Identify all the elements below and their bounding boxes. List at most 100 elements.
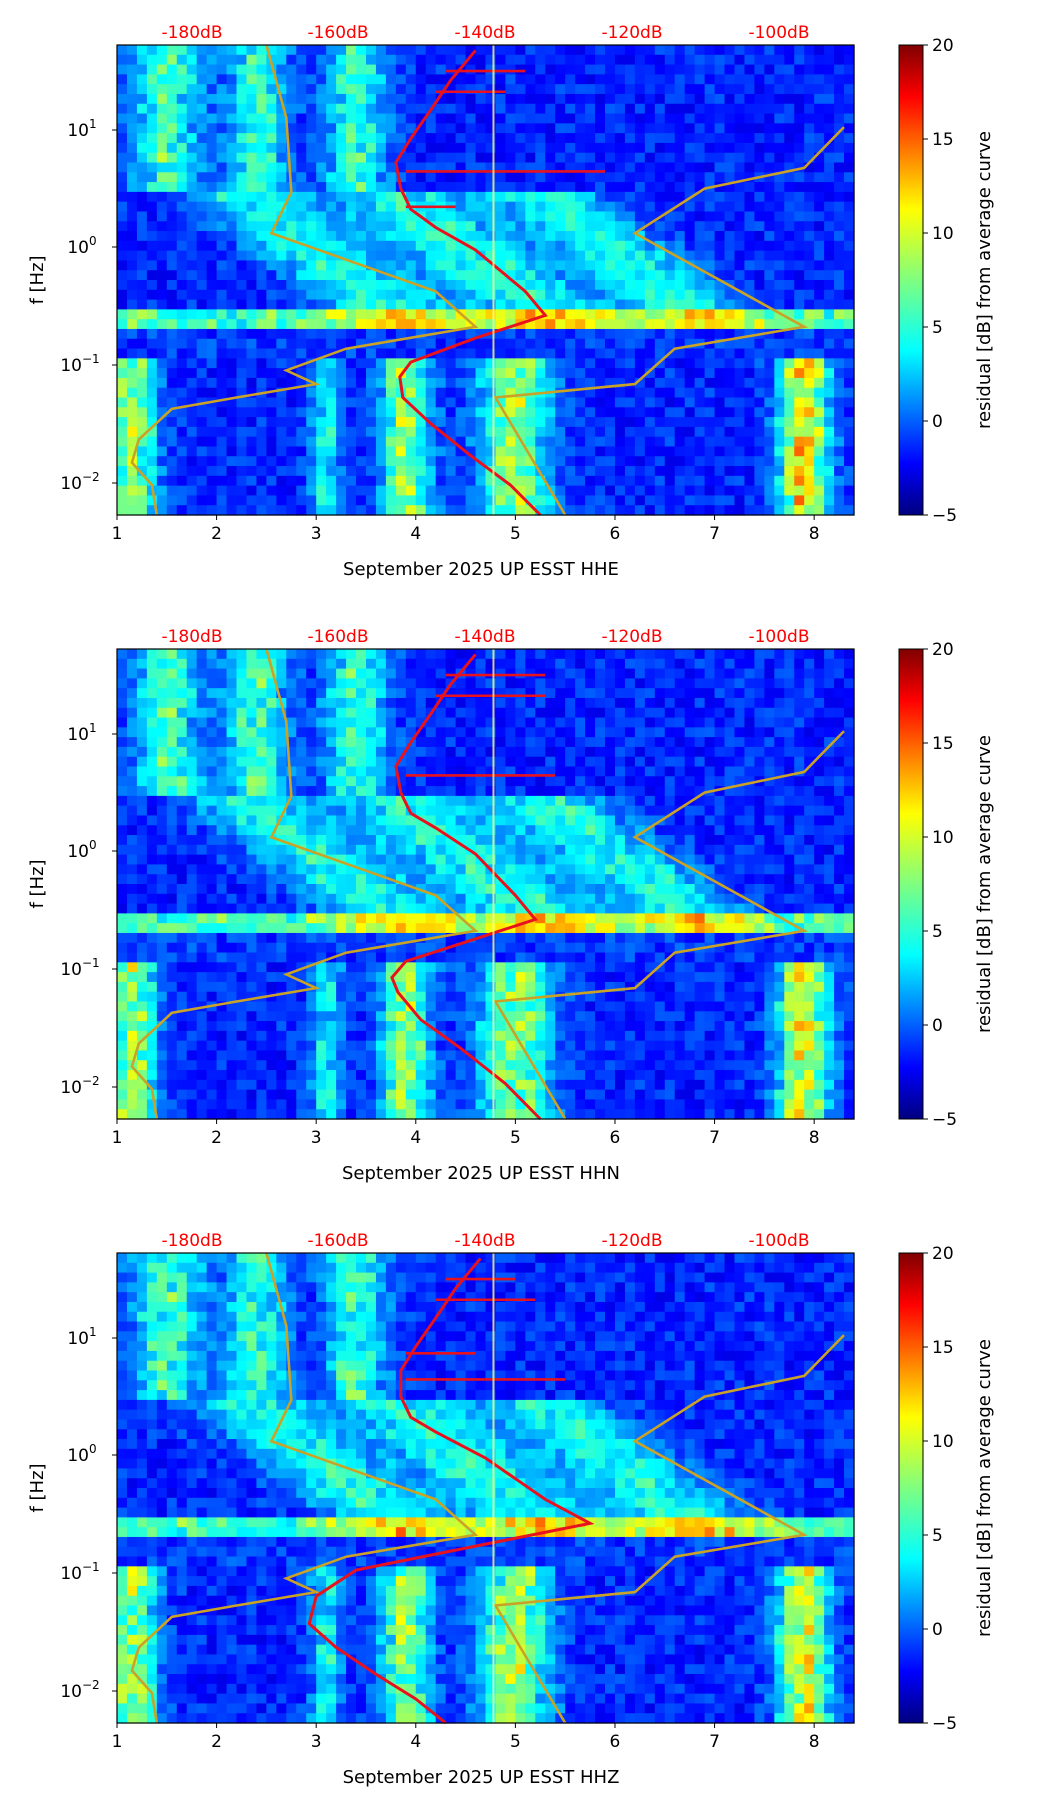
heatmap-cell: [246, 436, 258, 448]
heatmap-cell: [365, 260, 377, 271]
heatmap-cell: [336, 368, 347, 379]
heatmap-cell: [216, 756, 228, 768]
heatmap-cell: [296, 903, 307, 914]
heatmap-cell: [156, 952, 168, 963]
heatmap-cell: [286, 942, 297, 954]
heatmap-cell: [555, 152, 566, 164]
heatmap-cell: [425, 505, 437, 516]
heatmap-cell: [256, 446, 267, 457]
heatmap-cell: [814, 103, 825, 115]
heatmap-cell: [256, 874, 267, 885]
heatmap-cell: [296, 854, 307, 866]
heatmap-cell: [595, 426, 606, 438]
heatmap-cell: [306, 338, 317, 350]
heatmap-cell: [724, 299, 736, 310]
heatmap-cell: [744, 103, 756, 115]
heatmap-cell: [316, 962, 327, 973]
heatmap-cell: [226, 835, 238, 846]
heatmap-cell: [306, 289, 317, 301]
heatmap-cell: [754, 407, 765, 418]
heatmap-cell: [176, 309, 188, 320]
heatmap-cell: [336, 74, 347, 85]
heatmap-cell: [226, 688, 238, 699]
heatmap-cell: [206, 466, 218, 477]
heatmap-cell: [356, 348, 367, 359]
heatmap-cell: [176, 270, 188, 281]
heatmap-cell: [535, 113, 546, 124]
heatmap-cell: [176, 815, 188, 826]
heatmap-cell: [126, 795, 138, 807]
heatmap-cell: [336, 309, 347, 320]
heatmap-cell: [146, 133, 158, 144]
heatmap-cell: [186, 123, 198, 134]
heatmap-cell: [226, 1050, 238, 1061]
heatmap-cell: [326, 152, 337, 164]
heatmap-cell: [794, 299, 805, 310]
heatmap-cell: [475, 74, 487, 85]
heatmap-cell: [385, 113, 397, 124]
heatmap-cell: [346, 1030, 357, 1042]
heatmap-cell: [196, 786, 208, 797]
heatmap-cell: [684, 142, 696, 154]
heatmap-cell: [316, 952, 327, 963]
heatmap-cell: [316, 884, 327, 895]
heatmap-cell: [515, 231, 526, 242]
heatmap-cell: [794, 113, 805, 124]
heatmap-cell: [435, 309, 447, 320]
heatmap-cell: [266, 952, 277, 963]
heatmap-cell: [774, 407, 785, 418]
heatmap-cell: [156, 240, 168, 252]
heatmap-cell: [276, 54, 287, 66]
heatmap-cell: [375, 795, 387, 807]
heatmap-cell: [176, 913, 188, 924]
heatmap-cell: [605, 466, 616, 477]
heatmap-cell: [385, 835, 397, 846]
heatmap-cell: [186, 697, 198, 709]
heatmap-cell: [296, 466, 307, 477]
heatmap-cell: [834, 231, 845, 242]
heatmap-cell: [166, 678, 178, 689]
heatmap-cell: [117, 1079, 128, 1091]
heatmap-cell: [525, 221, 536, 232]
heatmap-cell: [136, 142, 148, 154]
heatmap-cell: [236, 260, 248, 271]
heatmap-cell: [475, 417, 487, 428]
heatmap-cell: [385, 133, 397, 144]
heatmap-cell: [495, 113, 507, 124]
heatmap-cell: [136, 1030, 148, 1042]
heatmap-cell: [117, 884, 128, 895]
heatmap-cell: [236, 932, 248, 944]
heatmap-cell: [336, 1089, 347, 1101]
heatmap-cell: [336, 913, 347, 924]
heatmap-cell: [276, 1089, 287, 1101]
heatmap-cell: [535, 328, 546, 340]
heatmap-cell: [844, 64, 855, 75]
heatmap-cell: [226, 319, 238, 330]
heatmap-cell: [754, 417, 765, 428]
heatmap-cell: [395, 688, 407, 699]
heatmap-cell: [375, 446, 387, 457]
heatmap-cell: [525, 74, 536, 85]
heatmap-cell: [644, 397, 656, 408]
heatmap-cell: [226, 825, 238, 836]
heatmap-cell: [784, 270, 795, 281]
heatmap-cell: [156, 475, 168, 487]
heatmap-cell: [684, 280, 696, 291]
heatmap-cell: [575, 407, 586, 418]
heatmap-cell: [814, 84, 825, 95]
heatmap-cell: [126, 54, 138, 66]
heatmap-cell: [176, 54, 188, 66]
heatmap-cell: [624, 84, 636, 95]
heatmap-cell: [146, 260, 158, 271]
heatmap-cell: [117, 103, 128, 115]
heatmap-cell: [774, 113, 785, 124]
heatmap-cell: [664, 182, 676, 193]
heatmap-cell: [724, 250, 736, 262]
heatmap-cell: [375, 805, 387, 817]
heatmap-cell: [395, 707, 407, 719]
heatmap-cell: [176, 387, 188, 399]
heatmap-cell: [575, 240, 586, 252]
heatmap-cell: [236, 737, 248, 748]
heatmap-cell: [196, 942, 208, 954]
heatmap-cell: [525, 426, 536, 438]
